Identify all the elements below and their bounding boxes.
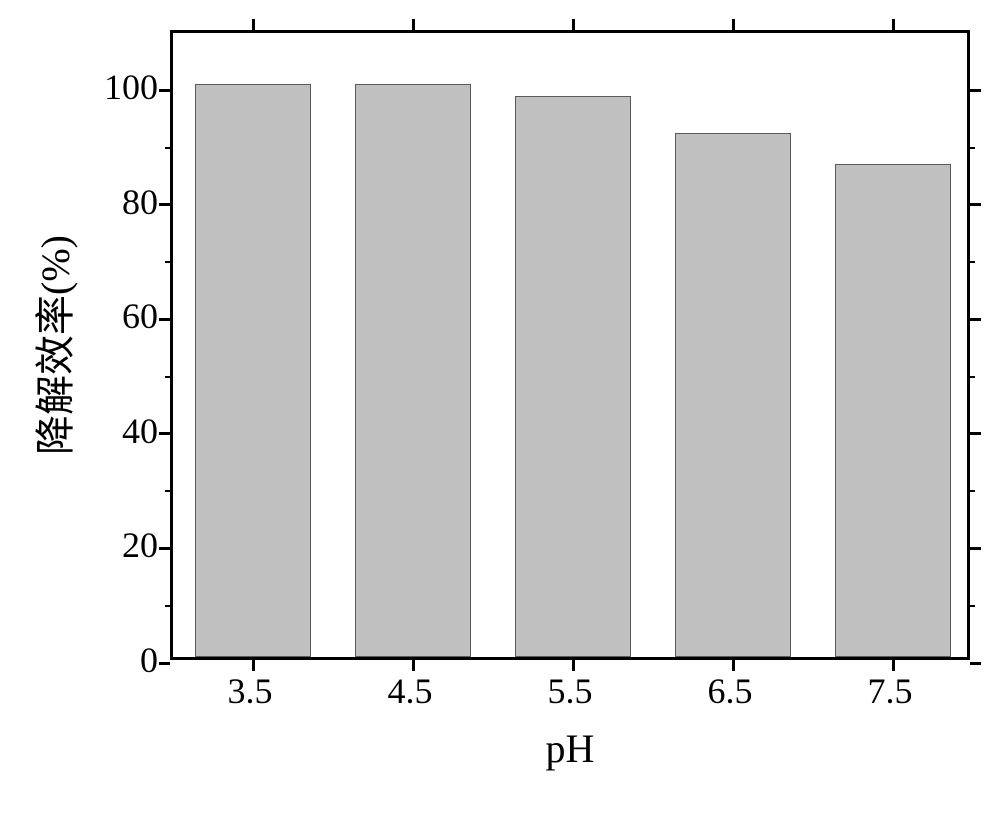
x-tick [252,19,255,30]
y-tick-label: 80 [122,181,158,223]
y-tick [970,432,981,435]
y-tick-minor [165,605,170,607]
y-tick-minor [165,261,170,263]
y-tick [159,662,170,665]
y-tick [159,547,170,550]
y-tick [970,203,981,206]
y-tick-label: 0 [140,639,158,681]
y-tick-minor [970,376,975,378]
x-axis-title: pH [546,725,595,772]
bar [195,84,310,657]
y-tick-minor [165,376,170,378]
x-tick-label: 4.5 [388,670,433,712]
x-tick-label: 3.5 [228,670,273,712]
bar [355,84,470,657]
y-tick-minor [970,605,975,607]
y-tick [159,318,170,321]
chart-container: 降解效率(%) pH 0204060801003.54.55.56.57.5 [90,30,970,790]
bar [515,96,630,657]
bar [675,133,790,657]
y-tick [970,89,981,92]
x-tick [412,19,415,30]
x-tick [732,19,735,30]
y-tick [970,318,981,321]
y-tick [159,89,170,92]
y-tick [970,662,981,665]
x-tick-label: 5.5 [548,670,593,712]
y-tick-minor [970,147,975,149]
y-tick-label: 40 [122,410,158,452]
y-tick-label: 60 [122,295,158,337]
y-tick-minor [970,261,975,263]
x-tick-label: 6.5 [708,670,753,712]
y-tick [159,203,170,206]
y-tick-minor [970,490,975,492]
x-tick [572,19,575,30]
y-tick [970,547,981,550]
plot-area [170,30,970,660]
x-tick-label: 7.5 [868,670,913,712]
y-tick-label: 100 [104,66,158,108]
y-tick-label: 20 [122,524,158,566]
x-tick [892,19,895,30]
y-tick-minor [165,490,170,492]
y-axis-title: 降解效率(%) [23,235,81,455]
y-tick-minor [165,147,170,149]
y-tick [159,432,170,435]
bar [835,164,950,657]
